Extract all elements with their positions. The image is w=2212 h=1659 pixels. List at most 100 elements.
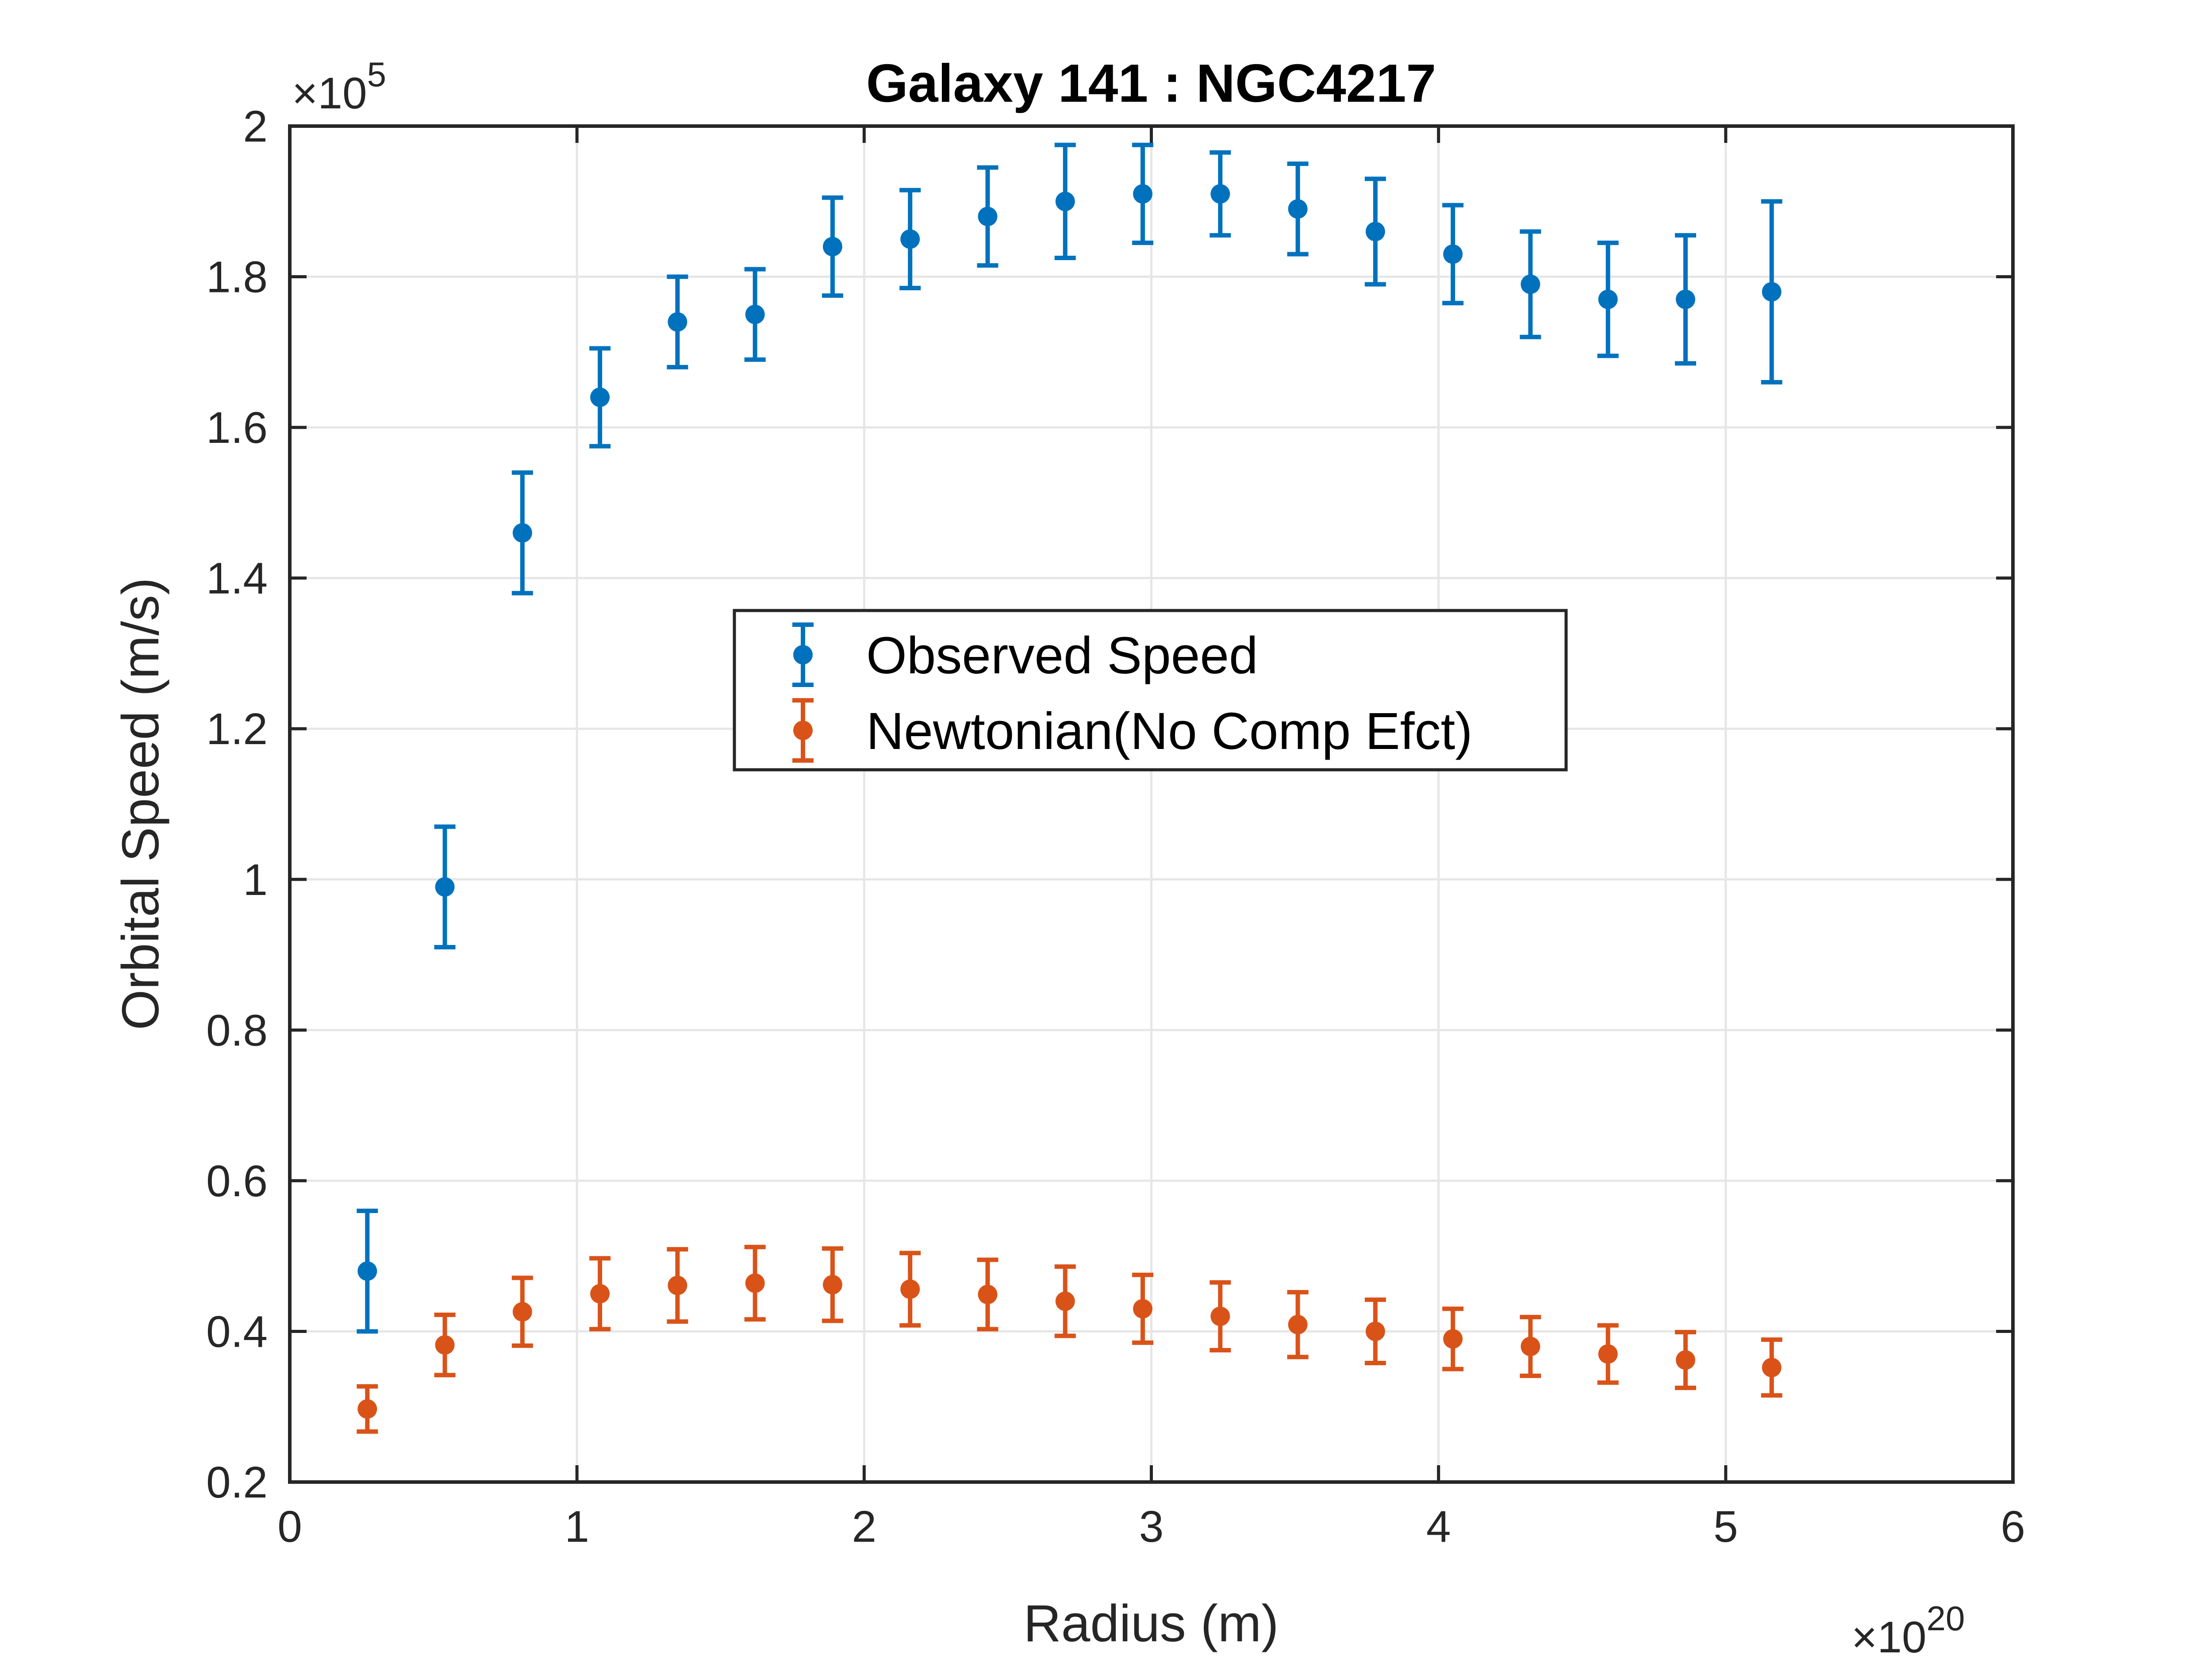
observed-data-point bbox=[1674, 233, 1696, 366]
observed-data-point bbox=[1132, 142, 1154, 245]
observed-data-point bbox=[1054, 142, 1076, 260]
observed-data-point bbox=[667, 274, 688, 369]
newtonian-data-point bbox=[1674, 1330, 1696, 1390]
newtonian-data-point bbox=[822, 1246, 843, 1323]
newtonian-point bbox=[745, 1273, 765, 1293]
observed-point bbox=[1133, 184, 1153, 204]
svg-text:×105: ×105 bbox=[292, 55, 386, 118]
newtonian-data-point bbox=[1210, 1280, 1231, 1353]
observed-point bbox=[1598, 289, 1618, 309]
newtonian-point bbox=[1365, 1321, 1385, 1341]
newtonian-data-point bbox=[357, 1384, 378, 1434]
x-tick-label: 6 bbox=[2001, 1502, 2025, 1551]
legend-newtonian-point bbox=[793, 721, 813, 740]
newtonian-data-point bbox=[434, 1312, 456, 1378]
y-tick-label: 1.2 bbox=[206, 704, 268, 754]
y-tick-label: 2 bbox=[243, 102, 268, 151]
newtonian-point bbox=[822, 1275, 842, 1294]
newtonian-point bbox=[1055, 1291, 1075, 1311]
newtonian-data-point bbox=[1132, 1272, 1154, 1345]
y-exponent-power: 5 bbox=[367, 55, 386, 94]
newtonian-data-point bbox=[589, 1256, 611, 1332]
tick-labels: 0 1 2 3 4 5 6 0.2 0.4 0.6 0.8 1 1.2 1.4 1.6 1.8 2 bbox=[206, 102, 2025, 1551]
newtonian-point bbox=[978, 1285, 998, 1305]
observed-point bbox=[590, 388, 610, 407]
series-newtonian bbox=[357, 1244, 1782, 1434]
newtonian-data-point bbox=[1761, 1337, 1782, 1398]
y-tick-label: 0.2 bbox=[206, 1458, 268, 1507]
observed-point bbox=[512, 523, 532, 543]
observed-data-point bbox=[434, 824, 456, 950]
svg-text:×1020: ×1020 bbox=[1851, 1599, 1965, 1659]
newtonian-data-point bbox=[667, 1247, 688, 1324]
y-axis-label: Orbital Speed (m/s) bbox=[111, 578, 170, 1030]
series-observed bbox=[357, 142, 1782, 1334]
observed-data-point bbox=[744, 267, 766, 362]
newtonian-point bbox=[512, 1302, 532, 1322]
observed-data-point bbox=[899, 188, 921, 291]
y-tick-label: 0.4 bbox=[206, 1307, 268, 1356]
y-exponent-base: ×10 bbox=[292, 69, 367, 118]
legend-item-newtonian: Newtonian(No Comp Efct) bbox=[792, 698, 1473, 763]
x-tick-label: 2 bbox=[852, 1502, 877, 1551]
newtonian-data-point bbox=[1442, 1306, 1464, 1371]
newtonian-point bbox=[357, 1399, 377, 1419]
newtonian-point bbox=[1598, 1344, 1618, 1364]
x-exponent-power: 20 bbox=[1927, 1599, 1965, 1638]
x-axis-label: Radius (m) bbox=[1024, 1594, 1279, 1653]
legend: Observed Speed Newtonian(No Comp Efct) bbox=[733, 609, 1568, 772]
series-layer bbox=[357, 142, 1782, 1434]
x-exponent-base: ×10 bbox=[1851, 1613, 1927, 1659]
y-tick-label: 1.4 bbox=[206, 554, 268, 603]
x-tick-label: 0 bbox=[277, 1502, 302, 1551]
observed-data-point bbox=[1364, 177, 1386, 287]
observed-data-point bbox=[1210, 150, 1231, 238]
legend-marker-newtonian bbox=[792, 698, 814, 763]
chart-title: Galaxy 141 : NGC4217 bbox=[866, 53, 1436, 113]
newtonian-data-point bbox=[977, 1257, 998, 1332]
legend-label-newtonian: Newtonian(No Comp Efct) bbox=[866, 702, 1473, 760]
observed-point bbox=[1288, 199, 1308, 219]
newtonian-point bbox=[1210, 1306, 1230, 1326]
newtonian-point bbox=[1443, 1329, 1463, 1349]
observed-point bbox=[357, 1261, 377, 1281]
observed-point bbox=[822, 237, 842, 257]
y-tick-label: 1 bbox=[243, 855, 268, 905]
observed-data-point bbox=[589, 346, 611, 449]
observed-data-point bbox=[357, 1209, 378, 1334]
newtonian-data-point bbox=[1597, 1323, 1619, 1385]
y-tick-label: 1.6 bbox=[206, 403, 268, 453]
observed-data-point bbox=[1520, 229, 1541, 339]
observed-point bbox=[1365, 222, 1385, 242]
newtonian-data-point bbox=[1364, 1297, 1386, 1365]
observed-point bbox=[900, 229, 920, 249]
observed-point bbox=[1521, 274, 1540, 294]
y-tick-label: 0.8 bbox=[206, 1006, 268, 1055]
newtonian-point bbox=[900, 1279, 920, 1299]
observed-point bbox=[668, 312, 687, 332]
newtonian-data-point bbox=[1287, 1290, 1309, 1359]
observed-point bbox=[1443, 244, 1463, 264]
observed-data-point bbox=[1761, 199, 1782, 384]
observed-data-point bbox=[977, 165, 998, 268]
observed-data-point bbox=[511, 470, 533, 595]
newtonian-point bbox=[435, 1335, 455, 1355]
legend-observed-point bbox=[793, 645, 813, 664]
observed-point bbox=[1210, 184, 1230, 204]
x-exponent: ×1020 bbox=[1851, 1599, 1965, 1659]
y-exponent: ×105 bbox=[292, 55, 386, 118]
newtonian-point bbox=[590, 1284, 610, 1304]
observed-point bbox=[745, 304, 765, 324]
newtonian-point bbox=[1675, 1350, 1695, 1370]
newtonian-point bbox=[668, 1275, 687, 1295]
x-tick-label: 5 bbox=[1713, 1502, 1738, 1551]
legend-box bbox=[733, 609, 1568, 772]
observed-data-point bbox=[1597, 240, 1619, 358]
newtonian-data-point bbox=[511, 1275, 533, 1348]
x-tick-label: 1 bbox=[565, 1502, 589, 1551]
ticks bbox=[288, 124, 2015, 1484]
observed-point bbox=[1762, 282, 1782, 302]
newtonian-data-point bbox=[899, 1251, 921, 1328]
newtonian-data-point bbox=[1054, 1264, 1076, 1338]
